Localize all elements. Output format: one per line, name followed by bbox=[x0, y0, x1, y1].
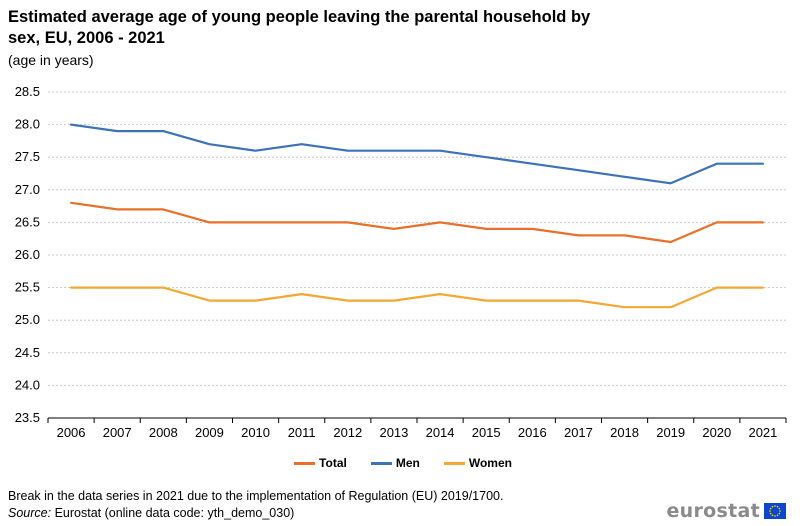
y-tick-label: 27.0 bbox=[15, 182, 40, 197]
y-tick-label: 26.0 bbox=[15, 247, 40, 262]
y-tick-label: 27.5 bbox=[15, 149, 40, 164]
y-tick-label: 26.5 bbox=[15, 214, 40, 229]
x-tick-label: 2012 bbox=[333, 425, 362, 440]
series-line-total bbox=[69, 201, 765, 244]
eu-star bbox=[776, 505, 779, 508]
legend-label-men: Men bbox=[395, 456, 420, 470]
x-tick-label: 2010 bbox=[241, 425, 270, 440]
legend-item-men: Men bbox=[370, 456, 420, 470]
x-tick-label: 2013 bbox=[379, 425, 408, 440]
y-tick-label: 28.0 bbox=[15, 117, 40, 132]
eu-star bbox=[769, 512, 772, 515]
y-tick-label: 28.5 bbox=[15, 84, 40, 99]
eu-star bbox=[778, 507, 781, 510]
legend-swatch-women bbox=[443, 461, 465, 465]
source-label: Source: bbox=[8, 506, 52, 520]
eu-star bbox=[774, 505, 776, 507]
eu-star bbox=[771, 505, 774, 508]
legend-label-total: Total bbox=[319, 456, 347, 470]
series-line-men bbox=[69, 123, 765, 185]
legend-swatch-men bbox=[370, 461, 392, 465]
eu-star bbox=[779, 510, 781, 512]
legend-item-women: Women bbox=[443, 456, 512, 470]
series-line-women bbox=[69, 286, 765, 309]
legend-label-women: Women bbox=[468, 456, 512, 470]
x-tick-label: 2021 bbox=[748, 425, 777, 440]
x-tick-label: 2017 bbox=[564, 425, 593, 440]
source-line: Source: Eurostat (online data code: yth_… bbox=[8, 505, 294, 522]
eurostat-logo: eurostat bbox=[666, 500, 786, 522]
y-tick-label: 24.0 bbox=[15, 377, 40, 392]
footnote: Break in the data series in 2021 due to … bbox=[8, 489, 504, 503]
chart-subtitle: (age in years) bbox=[8, 52, 94, 68]
eurostat-logo-text: eurostat bbox=[666, 500, 760, 522]
y-tick-label: 25.5 bbox=[15, 280, 40, 295]
x-tick-label: 2015 bbox=[472, 425, 501, 440]
legend-item-total: Total bbox=[294, 456, 347, 470]
eu-flag-icon bbox=[764, 503, 786, 519]
source-text: Eurostat (online data code: yth_demo_030… bbox=[51, 506, 295, 520]
x-tick-label: 2019 bbox=[656, 425, 685, 440]
x-tick-label: 2008 bbox=[149, 425, 178, 440]
x-tick-label: 2016 bbox=[518, 425, 547, 440]
legend-swatch-total bbox=[294, 461, 316, 465]
x-tick-label: 2020 bbox=[702, 425, 731, 440]
eu-star bbox=[774, 515, 776, 517]
line-chart: 23.5 24.0 24.5 25.0 25.5 26.0 26.5 27.0 27.5 28.0… bbox=[15, 84, 787, 440]
x-tick-label: 2018 bbox=[610, 425, 639, 440]
y-tick-label: 23.5 bbox=[15, 410, 40, 425]
x-tick-label: 2011 bbox=[288, 425, 316, 440]
eu-star bbox=[771, 514, 774, 517]
eu-star bbox=[769, 507, 772, 510]
x-tick-label: 2007 bbox=[103, 425, 132, 440]
x-tick-label: 2009 bbox=[195, 425, 224, 440]
eu-star bbox=[769, 510, 771, 512]
y-tick-label: 25.0 bbox=[15, 312, 40, 327]
chart-title: Estimated average age of young people le… bbox=[8, 8, 591, 47]
x-tick-label: 2006 bbox=[57, 425, 86, 440]
x-tick-label: 2014 bbox=[426, 425, 455, 440]
eu-star bbox=[776, 514, 779, 517]
chart-legend: Total Men Women bbox=[0, 456, 800, 470]
y-tick-label: 24.5 bbox=[15, 345, 40, 360]
eu-star bbox=[778, 512, 781, 515]
